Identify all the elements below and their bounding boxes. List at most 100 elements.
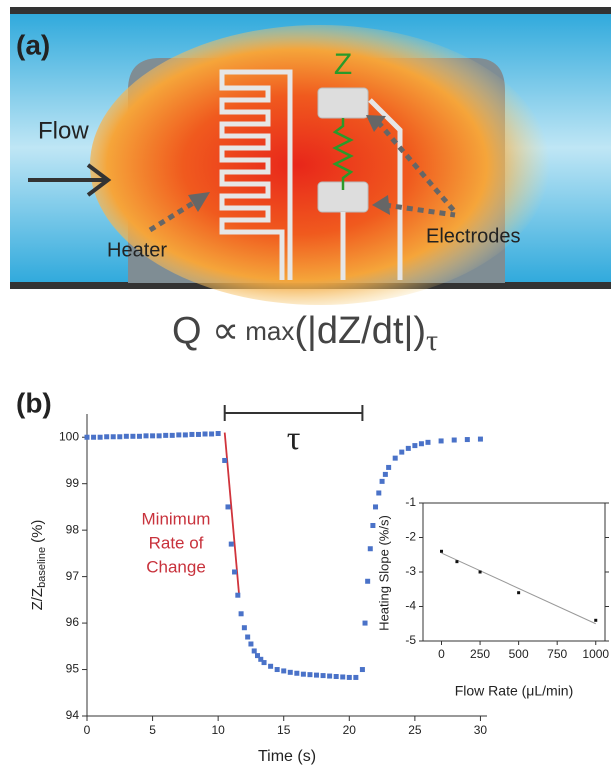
point (183, 432, 188, 437)
flow-label: Flow (38, 117, 89, 144)
point (225, 504, 230, 509)
point (242, 625, 247, 630)
x-tick-label: 250 (470, 647, 490, 661)
y-tick-label: -5 (405, 633, 416, 647)
point (393, 456, 398, 461)
point (363, 621, 368, 626)
point (144, 433, 149, 438)
z-label: Z (334, 48, 352, 81)
point (170, 433, 175, 438)
point (517, 591, 520, 594)
point (232, 569, 237, 574)
x-axis-label: Time (s) (258, 748, 316, 765)
point (239, 611, 244, 616)
point (370, 523, 375, 528)
point (252, 648, 257, 653)
tau-bracket (225, 405, 363, 421)
annotation: Rate of (149, 533, 204, 552)
point (383, 472, 388, 477)
point (340, 674, 345, 679)
y-tick-label: 97 (66, 569, 80, 583)
point (376, 490, 381, 495)
y-tick-label: -1 (405, 495, 416, 509)
panel-label: (b) (16, 387, 52, 418)
point (262, 660, 267, 665)
x-tick-label: 5 (149, 723, 156, 737)
diagram: (a) Flow Z Heater Electrodes (10, 7, 611, 305)
point (176, 432, 181, 437)
point (479, 571, 482, 574)
figure: (a) Flow Z Heater Electrodes Q ∝max(|dZ/… (0, 0, 611, 769)
point (360, 667, 365, 672)
point (307, 672, 312, 677)
point (465, 437, 470, 442)
point (412, 443, 417, 448)
point (294, 671, 299, 676)
point (163, 433, 168, 438)
point (157, 433, 162, 438)
heat-zone (90, 25, 550, 305)
point (130, 434, 135, 439)
point (150, 433, 155, 438)
annotation: Change (146, 557, 206, 576)
point (314, 673, 319, 678)
point (386, 465, 391, 470)
x-tick-label: 20 (343, 723, 357, 737)
x-tick-label: 0 (84, 723, 91, 737)
point (275, 667, 280, 672)
annotation: Minimum (142, 509, 211, 528)
y-tick-label: 98 (66, 522, 80, 536)
point (327, 674, 332, 679)
point (209, 431, 214, 436)
y-axis-label: Heating Slope (%/s) (376, 515, 391, 631)
point (439, 438, 444, 443)
point (189, 432, 194, 437)
panel-label: (a) (16, 29, 50, 60)
point (111, 434, 116, 439)
point (196, 432, 201, 437)
y-label-part: baseline (36, 547, 48, 588)
point (248, 641, 253, 646)
point (455, 560, 458, 563)
point (124, 434, 129, 439)
point (229, 542, 234, 547)
point (594, 619, 597, 622)
x-tick-label: 10 (211, 723, 225, 737)
point (98, 435, 103, 440)
point (222, 458, 227, 463)
formula: Q ∝max(|dZ/dt|)τ (172, 310, 438, 357)
formula-part: max (245, 316, 294, 346)
point (399, 450, 404, 455)
formula-part: (|dZ/dt|) (294, 310, 426, 352)
point (380, 479, 385, 484)
point (91, 435, 96, 440)
y-tick-label: 100 (59, 429, 79, 443)
x-tick-label: 25 (408, 723, 422, 737)
point (245, 635, 250, 640)
y-tick-label: -2 (405, 530, 416, 544)
x-tick-label: 1000 (582, 647, 609, 661)
point (425, 440, 430, 445)
point (268, 664, 273, 669)
y-tick-label: 94 (66, 708, 80, 722)
inset-frame (423, 503, 605, 641)
formula-part: τ (426, 324, 438, 357)
point (347, 675, 352, 680)
point (216, 431, 221, 436)
point (301, 672, 306, 677)
x-tick-label: 30 (474, 723, 488, 737)
y-label-part: (%) (29, 520, 46, 543)
point (353, 675, 358, 680)
point (478, 437, 483, 442)
point (452, 438, 457, 443)
channel-wall (10, 7, 611, 14)
y-tick-label: 95 (66, 662, 80, 676)
point (373, 504, 378, 509)
y-axis-label: Z/Zbaseline(%) (29, 520, 48, 611)
point (117, 434, 122, 439)
electrode (318, 88, 368, 118)
y-tick-label: -3 (405, 564, 416, 578)
point (85, 435, 90, 440)
point (281, 668, 286, 673)
point (203, 431, 208, 436)
